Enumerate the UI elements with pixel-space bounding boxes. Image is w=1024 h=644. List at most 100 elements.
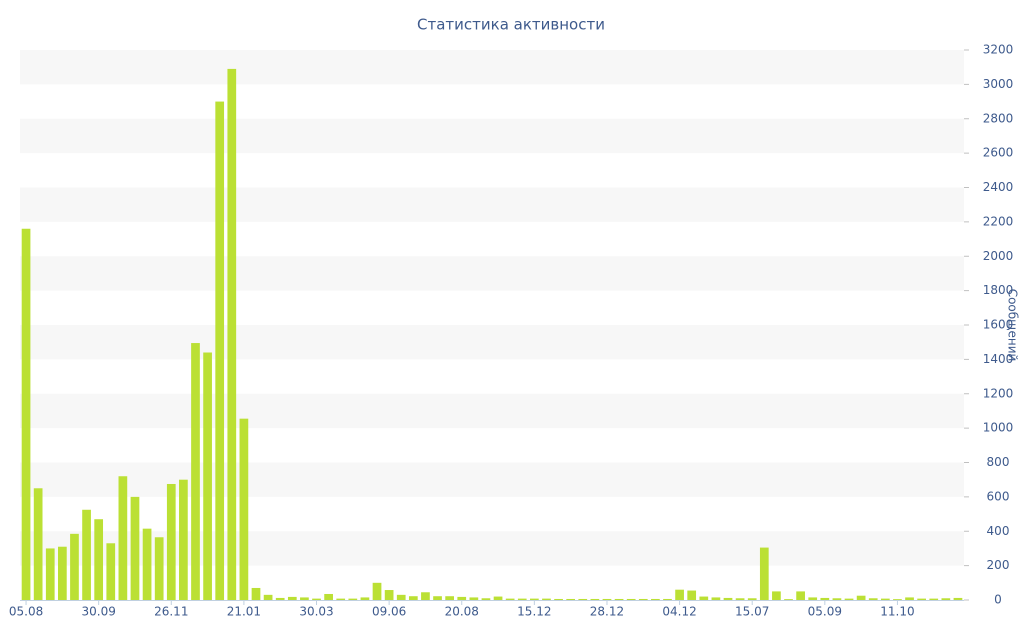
bar	[58, 546, 67, 600]
bar	[481, 598, 491, 600]
bar	[275, 597, 285, 600]
y-tick-label: 2400	[983, 180, 1014, 194]
bar	[82, 509, 91, 600]
bar	[941, 598, 951, 600]
y-tick-label: 1400	[983, 352, 1014, 366]
bar	[433, 596, 442, 600]
bar	[832, 598, 842, 600]
bar	[844, 598, 854, 600]
bar	[227, 68, 237, 600]
bar	[384, 590, 394, 600]
grid-band	[20, 325, 964, 360]
y-tick-label: 1000	[983, 421, 1014, 435]
grid-band	[20, 50, 964, 85]
bar	[130, 496, 140, 600]
bar	[263, 594, 273, 600]
y-tick-label: 0	[994, 593, 1002, 607]
bar	[336, 598, 346, 600]
bar	[554, 598, 563, 600]
bar	[880, 598, 890, 600]
bar	[905, 597, 914, 600]
bar	[203, 352, 212, 600]
bar	[21, 228, 31, 600]
bar	[70, 533, 79, 600]
bar	[505, 598, 515, 600]
y-tick-label: 2800	[983, 111, 1014, 125]
grid-band	[20, 118, 964, 154]
bar	[663, 598, 672, 600]
chart-title: Статистика активности	[417, 16, 605, 34]
bar	[675, 589, 684, 600]
y-tick-label: 600	[987, 489, 1010, 503]
x-tick-label: 11.10	[880, 605, 914, 619]
bar	[166, 483, 176, 600]
bar	[372, 582, 382, 600]
y-tick-label: 2200	[983, 214, 1014, 228]
bar	[953, 597, 963, 600]
bar	[445, 596, 454, 600]
x-tick-label: 15.07	[735, 605, 769, 619]
bar	[493, 596, 503, 600]
y-tick-label: 3200	[983, 43, 1014, 57]
bar	[118, 476, 128, 600]
y-axis-label: Сообщений	[1006, 289, 1020, 362]
bar	[808, 597, 818, 600]
bar	[578, 598, 588, 600]
y-tick-label: 800	[987, 455, 1010, 469]
bar	[251, 587, 261, 600]
y-tick-label: 400	[987, 524, 1010, 538]
x-tick-label: 15.12	[517, 605, 551, 619]
bar	[820, 597, 830, 600]
bar	[638, 598, 648, 600]
grid-band	[20, 256, 964, 291]
y-tick-label: 3000	[983, 77, 1014, 91]
bar	[408, 596, 418, 600]
bar	[312, 598, 321, 600]
bar	[759, 547, 769, 600]
bar	[421, 592, 430, 600]
grid-band	[20, 531, 964, 566]
bar	[517, 598, 527, 600]
bar	[784, 599, 793, 600]
bar	[300, 597, 309, 600]
x-tick-label: 05.08	[9, 605, 43, 619]
grid-band	[20, 393, 964, 429]
grid-band	[20, 462, 964, 497]
x-tick-label: 26.11	[154, 605, 188, 619]
bar	[566, 598, 576, 600]
bar	[45, 548, 55, 600]
bar	[711, 597, 721, 600]
x-tick-label: 28.12	[590, 605, 624, 619]
bar	[626, 598, 636, 600]
bar	[699, 596, 709, 600]
y-tick-label: 200	[987, 558, 1010, 572]
grid-band	[20, 187, 964, 222]
x-tick-label: 20.08	[445, 605, 479, 619]
y-tick-label: 1800	[983, 283, 1014, 297]
x-tick-label: 04.12	[662, 605, 696, 619]
bar	[33, 488, 43, 600]
y-tick-label: 2600	[983, 146, 1014, 160]
bar	[651, 598, 660, 600]
y-tick-label: 1600	[983, 318, 1014, 332]
bar	[191, 343, 200, 600]
x-tick-label: 09.06	[372, 605, 406, 619]
bar	[747, 598, 757, 600]
bar	[324, 593, 333, 600]
bar	[94, 519, 104, 600]
bar	[868, 598, 878, 600]
x-tick-label: 30.09	[81, 605, 115, 619]
bar	[856, 595, 866, 600]
bar	[614, 598, 624, 600]
bar	[215, 101, 225, 600]
bar	[360, 597, 370, 600]
bar	[457, 596, 467, 600]
y-tick-label: 1200	[983, 386, 1014, 400]
x-tick-label: 30.03	[299, 605, 333, 619]
bar	[239, 418, 249, 600]
bar	[772, 591, 781, 600]
bar	[723, 597, 733, 600]
bar	[530, 598, 539, 600]
